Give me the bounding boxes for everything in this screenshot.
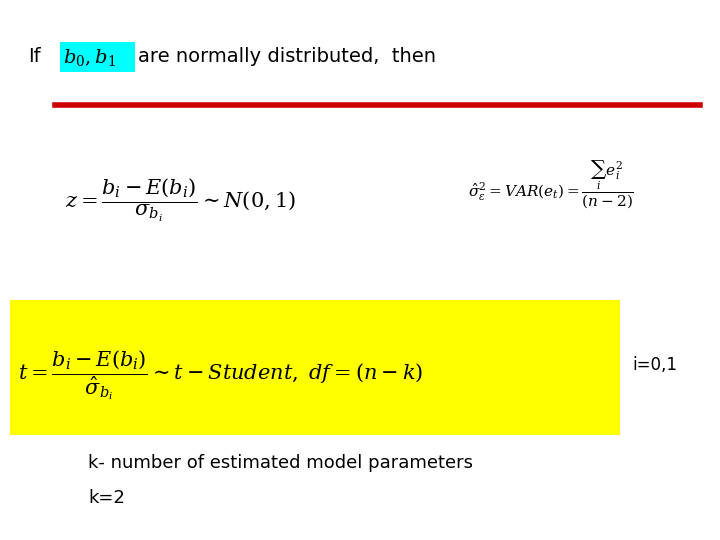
Text: are normally distributed,  then: are normally distributed, then bbox=[138, 48, 436, 66]
Text: k- number of estimated model parameters: k- number of estimated model parameters bbox=[88, 454, 473, 472]
Text: $\hat{\sigma}^2_{\varepsilon} = VAR(e_t) = \dfrac{\sum_i e^2_i}{(n-2)}$: $\hat{\sigma}^2_{\varepsilon} = VAR(e_t)… bbox=[468, 159, 634, 211]
Text: i=0,1: i=0,1 bbox=[632, 356, 677, 374]
Text: $b_0, b_1$: $b_0, b_1$ bbox=[63, 46, 116, 68]
Text: k=2: k=2 bbox=[88, 489, 125, 507]
FancyBboxPatch shape bbox=[60, 42, 135, 72]
FancyBboxPatch shape bbox=[10, 300, 620, 435]
Text: $t = \dfrac{b_i - E(b_i)}{\hat{\sigma}_{b_i}} \sim t - Student,\ df = (n-k)$: $t = \dfrac{b_i - E(b_i)}{\hat{\sigma}_{… bbox=[18, 348, 423, 402]
Text: If: If bbox=[28, 48, 40, 66]
Text: $z = \dfrac{b_i - E(b_i)}{\sigma_{b_i}} \sim N(0,1)$: $z = \dfrac{b_i - E(b_i)}{\sigma_{b_i}} … bbox=[65, 177, 296, 224]
